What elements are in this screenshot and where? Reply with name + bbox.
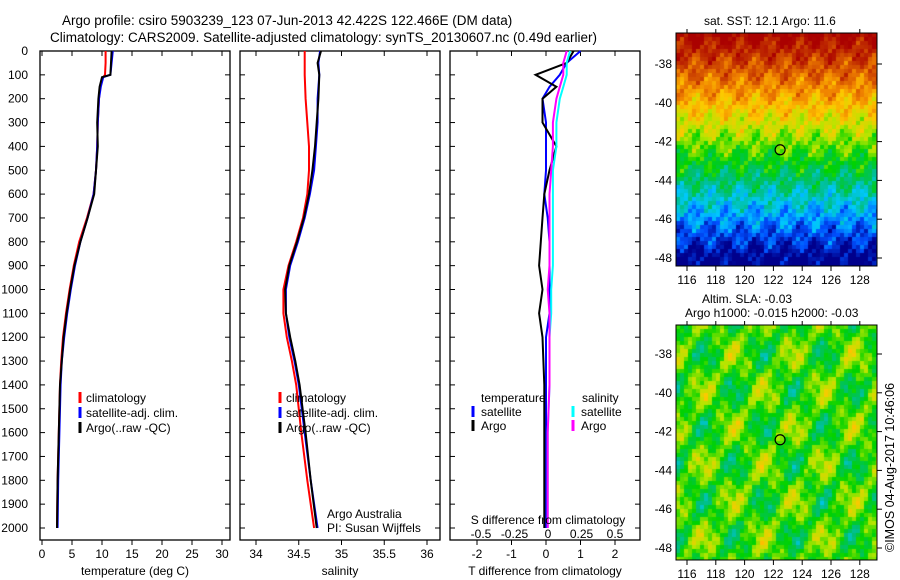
map-x-tick-label: 124 — [792, 567, 812, 580]
map-axes: 116 118 120 122 124 126 128 -38 -40 -42 -44 -46 -48 1… — [0, 0, 900, 580]
argo-location-marker — [775, 435, 785, 445]
argo-location-marker — [775, 145, 785, 155]
map-y-tick-label: -40 — [655, 96, 673, 110]
map-x-tick-label: 118 — [706, 273, 725, 287]
map-y-tick-label: -42 — [655, 425, 673, 439]
map-x-tick-label: 118 — [706, 567, 725, 580]
map-y-tick-label: -46 — [655, 502, 673, 516]
sst-map-title: sat. SST: 12.1 Argo: 11.6 — [704, 14, 836, 28]
map-y-tick-label: -46 — [655, 212, 673, 226]
map-y-tick-label: -42 — [655, 135, 673, 149]
map-x-tick-label: 120 — [735, 567, 755, 580]
map-y-tick-label: -44 — [655, 463, 673, 477]
map-x-tick-label: 116 — [677, 567, 696, 580]
map-y-tick-label: -48 — [655, 251, 673, 265]
map-x-tick-label: 122 — [763, 273, 783, 287]
map-x-tick-label: 128 — [850, 567, 870, 580]
copyright: ©IMOS 04-Aug-2017 10:46:06 — [883, 383, 898, 552]
map-y-tick-label: -38 — [655, 347, 673, 361]
map-x-tick-label: 124 — [792, 273, 812, 287]
map-x-tick-label: 116 — [677, 273, 696, 287]
map-y-tick-label: -48 — [655, 541, 673, 555]
map-frame — [676, 33, 877, 266]
argo-profile-figure: Argo profile: csiro 5903239_123 07-Jun-2… — [0, 0, 900, 580]
map-y-tick-label: -38 — [655, 57, 673, 71]
sla-map-title2: Argo h1000: -0.015 h2000: -0.03 — [685, 306, 858, 320]
map-x-tick-label: 120 — [735, 273, 755, 287]
map-x-tick-label: 126 — [821, 567, 841, 580]
map-x-tick-label: 128 — [850, 273, 870, 287]
sla-map-title1: Altim. SLA: -0.03 — [702, 292, 792, 306]
map-x-tick-label: 126 — [821, 273, 841, 287]
map-y-tick-label: -44 — [655, 173, 673, 187]
map-y-tick-label: -40 — [655, 386, 673, 400]
map-x-tick-label: 122 — [763, 567, 783, 580]
